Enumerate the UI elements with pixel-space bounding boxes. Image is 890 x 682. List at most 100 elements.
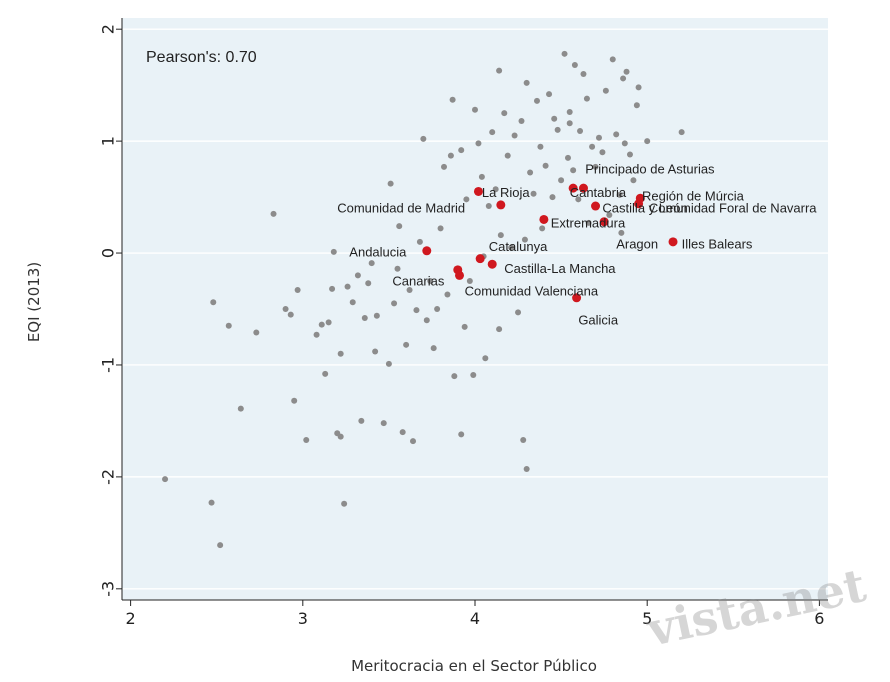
data-point [482,355,489,362]
data-point [441,163,448,170]
gridlines [122,28,828,590]
data-point [410,438,417,445]
data-point [406,286,413,293]
y-tick-label: 2 [99,24,118,34]
data-point [602,87,609,94]
data-point [399,429,406,436]
data-point [533,97,540,104]
data-point [423,317,430,324]
data-point [589,143,596,150]
data-point [616,191,623,198]
point-label: Andalucia [349,244,407,259]
y-tick-label: -1 [99,357,118,373]
data-point [511,132,518,139]
data-point [527,169,534,176]
highlight-point [572,293,582,303]
point-label: Castilla-La Mancha [504,261,616,276]
data-point [437,225,444,232]
data-point [620,75,627,82]
highlight-point [568,183,578,193]
data-point [606,211,613,218]
data-point [337,350,344,357]
data-point [470,372,477,379]
data-point [373,312,380,319]
data-point [539,225,546,232]
data-point [210,299,217,306]
data-point [475,140,482,147]
data-point [385,360,392,367]
point-label: Cantabria [570,185,627,200]
data-point [294,286,301,293]
data-point [523,79,530,86]
data-point [520,436,527,443]
data-point [585,219,592,226]
data-point [434,306,441,312]
data-point [566,109,573,116]
data-point [508,244,515,251]
highlight-point [473,186,483,196]
data-point [447,152,454,159]
data-point [208,499,215,506]
data-point [394,265,401,272]
data-point [566,120,573,127]
data-point [496,67,503,74]
point-labels: Principado de Asturias La Rioja Cantabria R… [337,162,817,328]
x-tick-label: 6 [814,609,824,628]
data-point [330,248,337,255]
data-point [478,173,485,180]
data-point [344,283,351,290]
data-point [368,260,375,267]
highlight-point [539,214,549,224]
point-label: Aragon [616,237,658,252]
data-point [403,341,410,348]
data-point [537,143,544,150]
y-tick-label: 1 [99,136,118,146]
data-point [358,417,365,424]
data-point [444,291,451,298]
data-point [595,134,602,141]
highlight-point [455,270,465,280]
highlight-point [578,183,588,193]
point-label: Extremadura [551,215,626,230]
y-tick-label: -2 [99,469,118,485]
point-label: Illes Balears [682,237,753,252]
highlight-point [496,200,506,210]
data-point [580,70,587,77]
data-point [451,373,458,380]
data-point [349,299,356,306]
data-point [635,84,642,91]
data-point [430,345,437,352]
data-point [420,135,427,142]
data-point [523,466,530,473]
data-point [678,129,685,136]
plot-background [122,18,828,600]
data-point [577,128,584,135]
highlight-point [599,217,609,227]
point-label: La Rioja [482,185,530,200]
highlight-point [591,201,601,211]
data-point [354,272,361,279]
point-label: Comunidad de Madrid [337,201,465,216]
data-point [626,151,633,158]
data-point [485,203,492,210]
data-point [564,154,571,161]
y-tick-label: -3 [99,581,118,597]
data-point [561,50,568,57]
x-tick-label: 3 [298,609,308,628]
data-point [542,162,549,169]
data-point [270,210,277,217]
data-point [413,307,420,314]
data-points [162,50,685,549]
point-label: Principado de Asturias [585,162,715,177]
data-point [287,311,294,318]
data-point [549,194,556,201]
data-point [380,420,387,427]
highlight-point [635,193,645,203]
data-point [489,129,496,136]
data-point [372,348,379,355]
data-point [303,436,310,443]
y-axis-label: EQI (2013) [25,262,43,342]
data-point [291,397,298,404]
highlight-point [487,259,497,269]
data-point [225,322,232,329]
